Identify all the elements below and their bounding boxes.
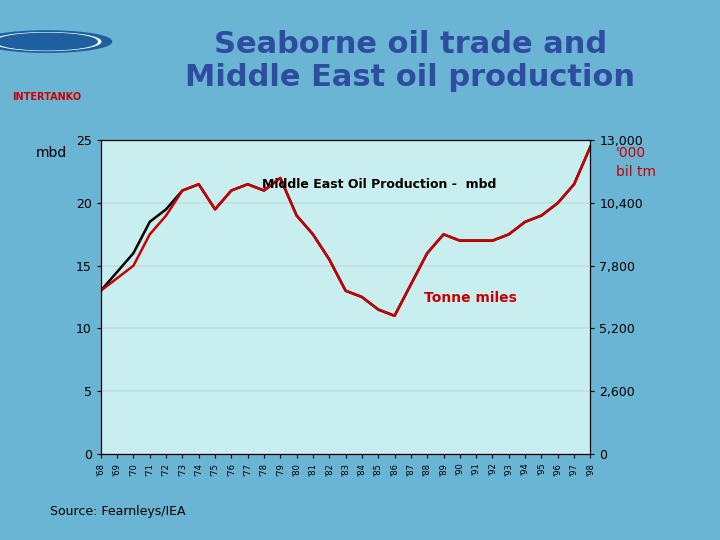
Text: Seaborne oil trade and
Middle East oil production: Seaborne oil trade and Middle East oil p… xyxy=(185,30,635,92)
Circle shape xyxy=(0,32,101,51)
Circle shape xyxy=(0,33,97,50)
Text: bil tm: bil tm xyxy=(616,165,656,179)
Text: Tonne miles: Tonne miles xyxy=(424,291,517,305)
Text: Source: Fearnleys/IEA: Source: Fearnleys/IEA xyxy=(50,505,186,518)
Text: Middle East Oil Production -  mbd: Middle East Oil Production - mbd xyxy=(262,178,497,191)
Text: mbd: mbd xyxy=(36,146,67,160)
Circle shape xyxy=(0,31,112,52)
Text: INTERTANKO: INTERTANKO xyxy=(12,92,81,103)
Text: '000: '000 xyxy=(616,146,646,160)
